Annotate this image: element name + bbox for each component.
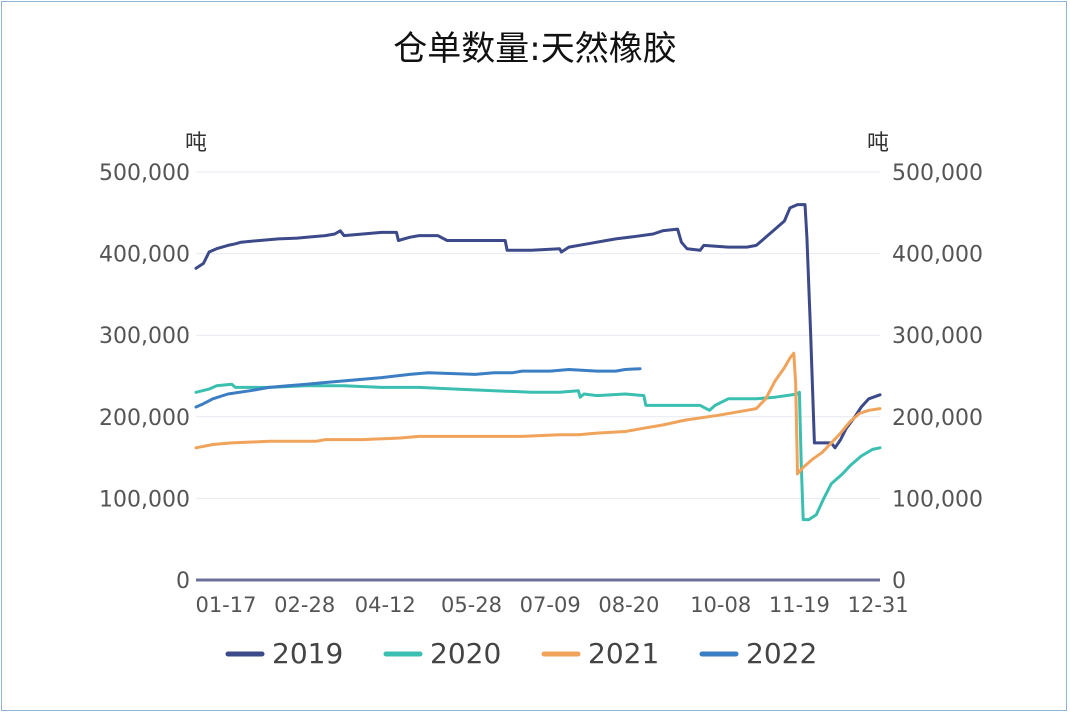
x-tick-label: 05-28 bbox=[441, 593, 502, 617]
legend-label-2019: 2019 bbox=[272, 637, 343, 670]
legend-label-2022: 2022 bbox=[746, 637, 817, 670]
legend-label-2020: 2020 bbox=[430, 637, 501, 670]
y-tick-label-right: 200,000 bbox=[892, 406, 983, 431]
x-tick-label: 07-09 bbox=[520, 593, 581, 617]
x-tick-label: 04-12 bbox=[355, 593, 416, 617]
x-axis: 01-17 02-28 04-12 05-28 07-09 08-20 10-08 11-19… bbox=[195, 593, 908, 617]
series-lines bbox=[194, 203, 882, 522]
y-unit-left: 吨 bbox=[185, 131, 207, 156]
y-tick-label-right: 400,000 bbox=[892, 243, 983, 268]
y-tick-label-left: 100,000 bbox=[99, 487, 190, 512]
legend-label-2021: 2021 bbox=[588, 637, 659, 670]
series-line-2022 bbox=[194, 367, 642, 409]
y-tick-label-left: 0 bbox=[176, 569, 190, 594]
series-line-2019 bbox=[194, 203, 882, 450]
x-tick-label: 08-20 bbox=[598, 593, 659, 617]
x-tick-label: 10-08 bbox=[690, 593, 751, 617]
y-unit-right: 吨 bbox=[867, 131, 889, 156]
y-tick-label-right: 500,000 bbox=[892, 161, 983, 186]
y-tick-label-left: 300,000 bbox=[99, 324, 190, 349]
y-tick-label-left: 500,000 bbox=[99, 161, 190, 186]
chart-title: 仓单数量:天然橡胶 bbox=[393, 29, 676, 69]
y-tick-label-left: 400,000 bbox=[99, 243, 190, 268]
x-tick-label: 01-17 bbox=[195, 593, 256, 617]
y-axis-right: 0 100,000 200,000 300,000 400,000 500,000 bbox=[892, 161, 983, 594]
y-axis-left: 0 100,000 200,000 300,000 400,000 500,000 bbox=[99, 161, 190, 594]
y-tick-label-left: 200,000 bbox=[99, 406, 190, 431]
series-line-2021 bbox=[194, 351, 882, 476]
y-tick-label-right: 0 bbox=[892, 569, 906, 594]
x-tick-label: 12-31 bbox=[848, 593, 909, 617]
y-tick-label-right: 300,000 bbox=[892, 324, 983, 349]
y-tick-label-right: 100,000 bbox=[892, 487, 983, 512]
series-line-2020 bbox=[194, 382, 882, 522]
x-tick-label: 02-28 bbox=[274, 593, 335, 617]
legend: 2019 2020 2021 2022 bbox=[225, 637, 817, 670]
x-tick-label: 11-19 bbox=[769, 593, 830, 617]
grid bbox=[196, 171, 880, 582]
